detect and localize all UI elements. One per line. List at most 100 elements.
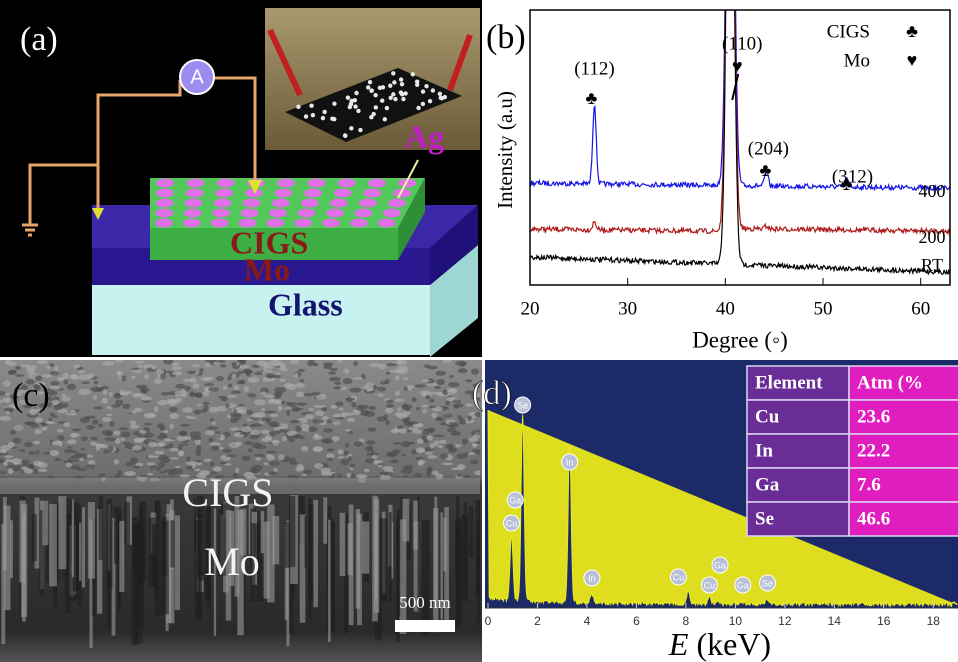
- ag-dot: [185, 189, 203, 198]
- column: [464, 503, 468, 585]
- line-label: In: [566, 457, 574, 467]
- grain: [262, 418, 272, 422]
- photo-dot: [356, 109, 360, 113]
- grain: [81, 436, 88, 441]
- grain: [455, 361, 467, 366]
- column: [1, 524, 5, 644]
- grain: [178, 445, 183, 450]
- grain: [347, 418, 355, 422]
- grain: [266, 454, 273, 457]
- grain: [102, 417, 111, 422]
- grain: [438, 445, 443, 448]
- grain: [131, 411, 137, 414]
- grain: [66, 413, 77, 416]
- grain: [422, 379, 430, 382]
- grain: [433, 434, 445, 437]
- grain: [388, 451, 392, 456]
- grain: [190, 377, 197, 383]
- grain: [344, 413, 354, 416]
- grain: [264, 394, 276, 397]
- x-tick-label: 16: [877, 614, 891, 628]
- ag-dot: [354, 209, 372, 218]
- grain: [216, 406, 227, 411]
- grain: [172, 371, 182, 375]
- photo-dot: [353, 104, 357, 108]
- grain: [279, 379, 286, 382]
- column: [349, 505, 354, 626]
- grain: [278, 454, 285, 460]
- grain: [286, 410, 290, 416]
- grain: [169, 448, 179, 452]
- grain: [377, 387, 386, 392]
- column: [170, 520, 174, 567]
- photo-dot: [330, 117, 334, 121]
- grain: [442, 358, 452, 363]
- grain: [216, 376, 224, 381]
- line-label: Cu: [673, 572, 685, 582]
- grain: [78, 389, 90, 395]
- grain: [187, 371, 197, 374]
- grain: [364, 469, 370, 472]
- grain: [309, 408, 314, 411]
- grain: [93, 406, 102, 409]
- grain: [193, 383, 200, 389]
- ag-dot: [274, 189, 292, 198]
- column: [413, 501, 418, 550]
- grain: [212, 422, 217, 425]
- grain: [462, 438, 468, 444]
- grain: [447, 388, 458, 394]
- photo-dot: [304, 114, 308, 118]
- grain: [261, 408, 265, 411]
- grain: [158, 462, 164, 468]
- grain: [454, 405, 460, 409]
- grain: [395, 391, 400, 396]
- grain: [199, 368, 203, 372]
- grain: [256, 412, 265, 418]
- grain: [178, 451, 183, 457]
- table-text: Ga: [755, 474, 780, 495]
- grain: [372, 455, 378, 459]
- grain: [273, 468, 277, 472]
- column: [469, 506, 474, 557]
- ag-dot: [186, 179, 204, 188]
- grain: [222, 449, 231, 453]
- column: [49, 504, 57, 586]
- grain: [132, 393, 141, 398]
- line-label: Ga: [509, 495, 521, 505]
- grain: [175, 384, 185, 389]
- photo-dot: [391, 71, 395, 75]
- grain: [207, 426, 218, 430]
- photo-dot: [358, 128, 362, 132]
- line-label: In: [588, 573, 596, 583]
- grain: [72, 428, 81, 431]
- grain: [418, 459, 425, 464]
- grain: [147, 473, 153, 476]
- grain: [368, 387, 374, 391]
- grain: [200, 409, 206, 412]
- grain: [147, 462, 156, 465]
- ag-dot: [338, 179, 356, 188]
- photo-dot: [343, 133, 347, 137]
- column: [389, 512, 392, 603]
- grain: [203, 402, 209, 406]
- ag-dot: [368, 179, 386, 188]
- grain: [435, 371, 446, 376]
- grain: [68, 457, 80, 462]
- grain: [307, 361, 316, 366]
- grain: [395, 412, 403, 418]
- grain: [323, 365, 331, 369]
- column: [340, 513, 346, 576]
- grain: [61, 394, 66, 397]
- grain: [163, 438, 171, 442]
- column: [152, 524, 157, 587]
- x-tick-label: 20: [521, 298, 540, 319]
- column: [82, 507, 85, 587]
- grain: [54, 458, 61, 461]
- column: [267, 504, 274, 602]
- x-tick-label: 30: [618, 298, 637, 319]
- grain: [19, 449, 25, 452]
- photo-dot: [411, 72, 415, 76]
- grain: [436, 416, 442, 420]
- table-text: Se: [755, 508, 774, 529]
- photo-dot: [401, 97, 405, 101]
